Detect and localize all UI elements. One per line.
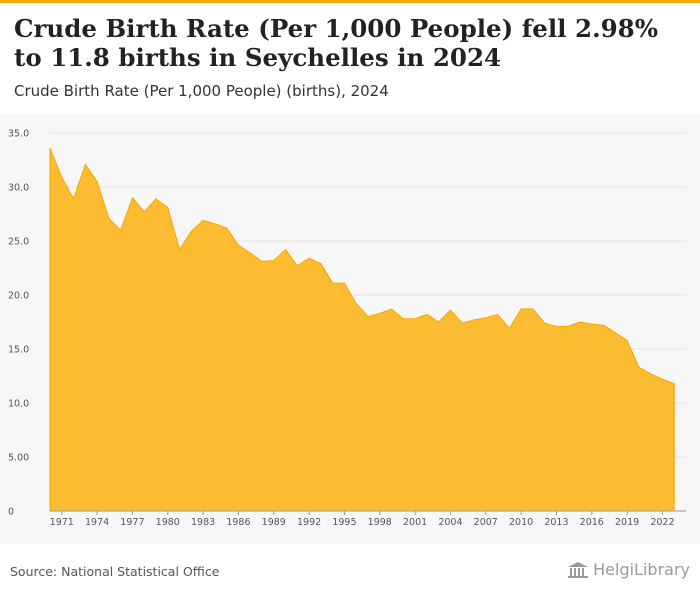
data-point <box>532 308 534 310</box>
data-point <box>355 302 357 304</box>
data-point <box>178 248 180 250</box>
y-tick-label: 30.0 <box>8 183 29 194</box>
x-tick-label: 1971 <box>50 517 74 528</box>
footer: Source: National Statistical Office Helg… <box>0 544 700 596</box>
data-point <box>190 230 192 232</box>
data-point <box>367 315 369 317</box>
data-point <box>638 366 640 368</box>
brand-name: HelgiLibrary <box>593 560 690 579</box>
data-point <box>84 163 86 165</box>
data-point <box>390 308 392 310</box>
data-point <box>649 373 651 375</box>
y-tick-label: 15.0 <box>8 345 29 356</box>
data-point <box>343 282 345 284</box>
data-point <box>61 176 63 178</box>
data-point <box>131 197 133 199</box>
source-note: Source: National Statistical Office <box>10 564 220 579</box>
data-point <box>72 198 74 200</box>
x-tick-label: 1998 <box>368 517 392 528</box>
data-point <box>402 318 404 320</box>
x-tick-label: 2019 <box>615 517 639 528</box>
data-point <box>119 229 121 231</box>
data-point <box>237 244 239 246</box>
data-point <box>273 259 275 261</box>
data-point <box>508 327 510 329</box>
data-point <box>661 378 663 380</box>
data-point <box>449 309 451 311</box>
data-point <box>155 198 157 200</box>
x-tick-label: 2010 <box>509 517 533 528</box>
y-tick-label: 10.0 <box>8 399 29 410</box>
data-point <box>414 318 416 320</box>
data-point <box>320 262 322 264</box>
x-tick-label: 2013 <box>544 517 568 528</box>
data-point <box>579 321 581 323</box>
data-point <box>520 308 522 310</box>
data-point <box>426 313 428 315</box>
data-point <box>614 332 616 334</box>
chart-panel: 0 5.00 10.0 15.0 20.0 25.0 30.0 35.0 1971 1974 197… <box>0 114 700 544</box>
data-point <box>167 206 169 208</box>
data-point <box>626 339 628 341</box>
area-series <box>49 147 675 512</box>
x-tick-label: 1980 <box>156 517 180 528</box>
x-tick-label: 1992 <box>297 517 321 528</box>
data-point <box>591 323 593 325</box>
y-tick-label: 25.0 <box>8 237 29 248</box>
brand-logo: HelgiLibrary <box>567 560 690 579</box>
data-point <box>379 312 381 314</box>
data-point <box>143 211 145 213</box>
library-building-icon <box>568 561 589 578</box>
data-point <box>308 257 310 259</box>
data-point <box>284 248 286 250</box>
y-tick-label: 0 <box>8 507 14 518</box>
data-point <box>496 313 498 315</box>
x-tick-label: 2004 <box>438 517 462 528</box>
data-point <box>49 147 51 149</box>
data-point <box>485 316 487 318</box>
y-tick-label: 20.0 <box>8 291 29 302</box>
data-point <box>214 223 216 225</box>
accent-bar <box>0 0 700 3</box>
data-point <box>673 382 675 384</box>
data-point <box>461 322 463 324</box>
data-point <box>202 219 204 221</box>
data-point <box>437 321 439 323</box>
x-tick-label: 1986 <box>226 517 250 528</box>
data-point <box>555 325 557 327</box>
data-point <box>108 217 110 219</box>
area-chart: 0 5.00 10.0 15.0 20.0 25.0 30.0 35.0 1971 1974 197… <box>8 129 686 528</box>
data-point <box>96 180 98 182</box>
x-tick-label: 2001 <box>403 517 427 528</box>
x-tick-label: 1989 <box>262 517 286 528</box>
data-point <box>602 324 604 326</box>
chart-subtitle: Crude Birth Rate (Per 1,000 People) (bir… <box>14 82 389 100</box>
x-tick-label: 1995 <box>332 517 356 528</box>
data-point <box>261 260 263 262</box>
data-point <box>249 252 251 254</box>
data-point <box>225 227 227 229</box>
data-point <box>473 319 475 321</box>
page-title: Crude Birth Rate (Per 1,000 People) fell… <box>14 14 658 72</box>
y-tick-label: 35.0 <box>8 129 29 140</box>
x-tick-label: 1974 <box>85 517 109 528</box>
x-tick-label: 2007 <box>474 517 498 528</box>
x-tick-label: 1983 <box>191 517 215 528</box>
x-tick-label: 2022 <box>650 517 674 528</box>
y-tick-label: 5.00 <box>8 453 29 464</box>
data-point <box>331 282 333 284</box>
data-point <box>296 265 298 267</box>
x-tick-label: 2016 <box>580 517 604 528</box>
data-point <box>543 322 545 324</box>
x-tick-label: 1977 <box>120 517 144 528</box>
data-point <box>567 325 569 327</box>
